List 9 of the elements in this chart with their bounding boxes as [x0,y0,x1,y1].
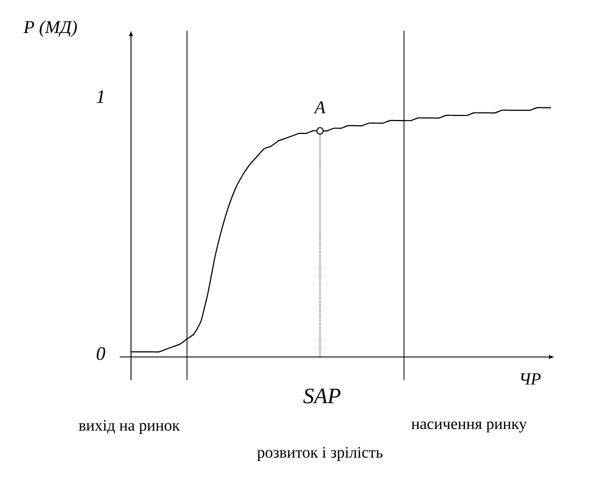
series-label: A [314,101,326,114]
y-tick-label: 0 [96,347,106,360]
text: розвиток і зрілість [257,446,383,461]
text: вихід на ринок [78,420,180,434]
text: SAP [303,388,340,404]
y-tick-label: 1 [96,90,104,103]
y-axis-title: P (МД) [23,20,77,37]
text: насичення ринку [411,421,527,432]
x-axis-title: ЧР [520,373,541,385]
